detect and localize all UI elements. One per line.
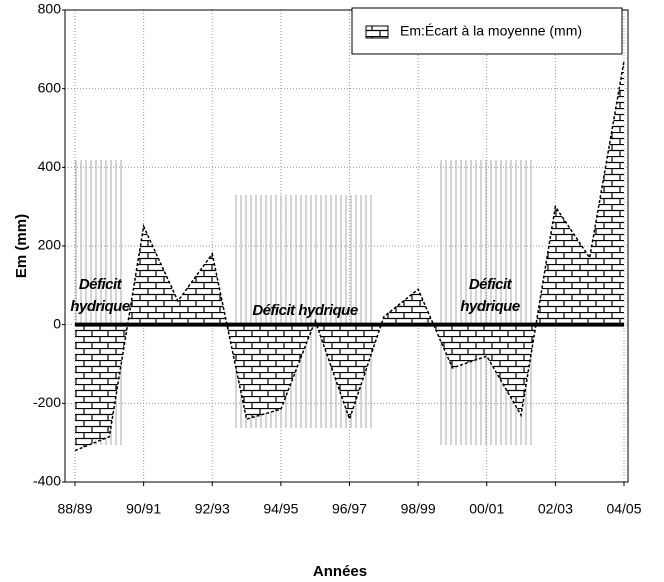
y-tick-label: 400 <box>38 158 62 174</box>
area-line <box>74 61 625 452</box>
x-tick-label: 02/03 <box>538 501 573 517</box>
y-tick-label: -200 <box>33 394 61 410</box>
legend-box <box>351 7 623 55</box>
legend-label: Em:Écart à la moyenne (mm) <box>400 23 582 39</box>
x-tick-label: 00/01 <box>469 501 504 517</box>
y-tick-label: 800 <box>38 1 62 17</box>
x-tick-label: 92/93 <box>195 501 230 517</box>
x-tick-label: 90/91 <box>126 501 161 517</box>
y-tick-label: 0 <box>53 315 61 331</box>
x-tick-label: 94/95 <box>263 501 298 517</box>
y-tick-label: 200 <box>38 237 62 253</box>
x-tick-label: 04/05 <box>606 501 641 517</box>
x-axis-label: Années <box>313 563 367 580</box>
annotation: Déficit hydrique <box>252 302 358 319</box>
x-tick-label: 88/89 <box>57 501 92 517</box>
annotation: Déficit hydrique <box>70 276 130 315</box>
y-tick-label: -400 <box>33 473 61 489</box>
legend: Em:Écart à la moyenne (mm) <box>351 7 623 55</box>
x-tick-label: 96/97 <box>332 501 367 517</box>
annotation: Déficit hydrique <box>460 276 520 315</box>
x-tick-label: 98/99 <box>401 501 436 517</box>
legend-swatch <box>365 25 389 39</box>
y-tick-label: 600 <box>38 79 62 95</box>
area <box>75 61 624 451</box>
y-axis-label: Em (mm) <box>13 214 30 278</box>
